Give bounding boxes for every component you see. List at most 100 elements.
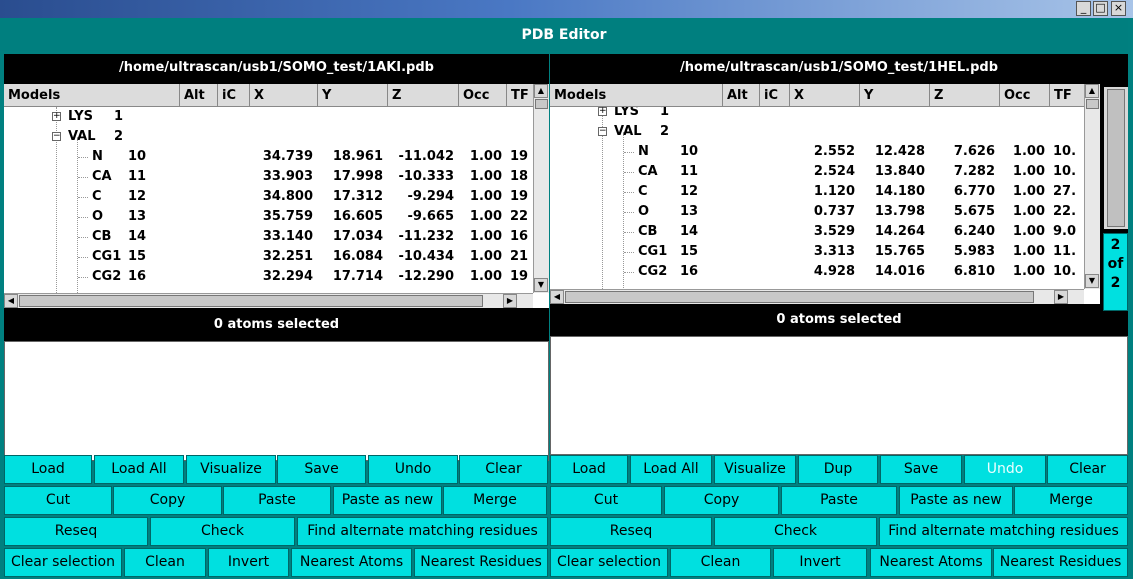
- right-atom-row[interactable]: CG2 16 4.928 14.016 6.810 1.00 10.: [550, 262, 1084, 282]
- side-scroll-thumb[interactable]: [1107, 89, 1125, 227]
- right-col-alt[interactable]: Alt: [723, 84, 760, 107]
- left-col-tf[interactable]: TF: [507, 84, 535, 107]
- right-residue-row[interactable]: − VAL 2: [550, 122, 1084, 142]
- left-col-alt[interactable]: Alt: [180, 84, 218, 107]
- right-nearest-atoms-button[interactable]: Nearest Atoms: [870, 548, 992, 577]
- right-col-models[interactable]: Models: [550, 84, 723, 107]
- left-atom-row[interactable]: CG1 15 32.251 16.084 -10.434 1.00 21: [4, 247, 533, 267]
- scroll-up-icon[interactable]: ▲: [534, 84, 548, 98]
- left-info-textarea[interactable]: [4, 341, 549, 461]
- right-atom-row[interactable]: N 10 2.552 12.428 7.626 1.00 10.: [550, 142, 1084, 162]
- left-atom-tree[interactable]: Models Alt iC X Y Z Occ TF + LYS 1 − VAL 2 N 10 34.739 18…: [4, 84, 549, 308]
- expand-icon[interactable]: +: [598, 107, 607, 116]
- right-clear-button[interactable]: Clear: [1047, 455, 1128, 484]
- right-hscroll-thumb[interactable]: [565, 291, 1034, 303]
- left-undo-button[interactable]: Undo: [368, 455, 458, 484]
- right-atom-row[interactable]: C 12 1.120 14.180 6.770 1.00 27.: [550, 182, 1084, 202]
- left-horizontal-scrollbar[interactable]: ◀ ▶: [4, 293, 533, 308]
- right-panel-side-scrollbar[interactable]: [1104, 87, 1128, 229]
- right-vertical-scrollbar[interactable]: ▲ ▼: [1084, 84, 1100, 289]
- left-col-ic[interactable]: iC: [218, 84, 250, 107]
- right-clear-selection-button[interactable]: Clear selection: [550, 548, 668, 577]
- left-col-x[interactable]: X: [250, 84, 318, 107]
- left-col-y[interactable]: Y: [318, 84, 388, 107]
- left-paste-button[interactable]: Paste: [223, 486, 331, 515]
- right-vscroll-thumb[interactable]: [1086, 99, 1099, 109]
- left-clean-button[interactable]: Clean: [124, 548, 206, 577]
- left-reseq-button[interactable]: Reseq: [4, 517, 148, 546]
- scroll-down-icon[interactable]: ▼: [534, 278, 548, 292]
- right-atom-row[interactable]: CA 11 2.524 13.840 7.282 1.00 10.: [550, 162, 1084, 182]
- left-copy-button[interactable]: Copy: [113, 486, 222, 515]
- right-check-button[interactable]: Check: [714, 517, 877, 546]
- expand-icon[interactable]: +: [52, 111, 61, 121]
- right-atom-row[interactable]: CG1 15 3.313 15.765 5.983 1.00 11.: [550, 242, 1084, 262]
- left-find-alternate-matching-residues-button[interactable]: Find alternate matching residues: [297, 517, 548, 546]
- right-undo-button[interactable]: Undo: [964, 455, 1046, 484]
- left-nearest-residues-button[interactable]: Nearest Residues: [414, 548, 548, 577]
- scroll-up-icon[interactable]: ▲: [1085, 84, 1099, 98]
- minimize-icon[interactable]: _: [1076, 1, 1091, 16]
- left-atom-row[interactable]: N 10 34.739 18.961 -11.042 1.00 19: [4, 147, 533, 167]
- scroll-left-icon[interactable]: ◀: [4, 294, 18, 308]
- right-cut-button[interactable]: Cut: [550, 486, 662, 515]
- right-save-button[interactable]: Save: [880, 455, 962, 484]
- right-horizontal-scrollbar[interactable]: ◀ ▶: [550, 289, 1084, 304]
- right-atom-row[interactable]: CB 14 3.529 14.264 6.240 1.00 9.0: [550, 222, 1084, 242]
- right-atom-tree[interactable]: Models Alt iC X Y Z Occ TF + LYS 1− VAL 2 N 10 2.552 12.…: [550, 84, 1100, 304]
- right-nearest-residues-button[interactable]: Nearest Residues: [993, 548, 1128, 577]
- left-col-occ[interactable]: Occ: [459, 84, 507, 107]
- left-atom-row[interactable]: CG2 16 32.294 17.714 -12.290 1.00 19: [4, 267, 533, 287]
- left-col-models[interactable]: Models: [4, 84, 180, 107]
- right-col-occ[interactable]: Occ: [1000, 84, 1050, 107]
- right-dup-button[interactable]: Dup: [798, 455, 878, 484]
- left-save-button[interactable]: Save: [277, 455, 366, 484]
- right-copy-button[interactable]: Copy: [664, 486, 779, 515]
- left-cut-button[interactable]: Cut: [4, 486, 112, 515]
- left-clear-button[interactable]: Clear: [459, 455, 548, 484]
- right-clean-button[interactable]: Clean: [670, 548, 771, 577]
- scroll-down-icon[interactable]: ▼: [1085, 274, 1099, 288]
- right-paste-button[interactable]: Paste: [781, 486, 897, 515]
- right-find-alternate-matching-residues-button[interactable]: Find alternate matching residues: [879, 517, 1128, 546]
- right-info-textarea[interactable]: [550, 336, 1128, 455]
- right-col-z[interactable]: Z: [930, 84, 1000, 107]
- right-atom-row[interactable]: O 13 0.737 13.798 5.675 1.00 22.: [550, 202, 1084, 222]
- right-load-all-button[interactable]: Load All: [630, 455, 712, 484]
- right-residue-row[interactable]: + LYS 1: [550, 107, 1084, 122]
- right-col-tf[interactable]: TF: [1050, 84, 1086, 107]
- left-atom-row[interactable]: C 12 34.800 17.312 -9.294 1.00 19: [4, 187, 533, 207]
- right-col-ic[interactable]: iC: [760, 84, 790, 107]
- left-load-all-button[interactable]: Load All: [94, 455, 184, 484]
- left-hscroll-thumb[interactable]: [19, 295, 483, 307]
- right-col-y[interactable]: Y: [860, 84, 930, 107]
- left-visualize-button[interactable]: Visualize: [186, 455, 276, 484]
- right-load-button[interactable]: Load: [550, 455, 628, 484]
- left-vertical-scrollbar[interactable]: ▲ ▼: [533, 84, 549, 293]
- left-check-button[interactable]: Check: [150, 517, 295, 546]
- left-nearest-atoms-button[interactable]: Nearest Atoms: [291, 548, 412, 577]
- right-col-x[interactable]: X: [790, 84, 860, 107]
- left-vscroll-thumb[interactable]: [535, 99, 548, 109]
- left-load-button[interactable]: Load: [4, 455, 92, 484]
- left-residue-row[interactable]: + LYS 1: [4, 107, 533, 127]
- right-paste-as-new-button[interactable]: Paste as new: [899, 486, 1013, 515]
- left-atom-row[interactable]: O 13 35.759 16.605 -9.665 1.00 22: [4, 207, 533, 227]
- scroll-right-icon[interactable]: ▶: [503, 294, 517, 308]
- right-visualize-button[interactable]: Visualize: [714, 455, 796, 484]
- collapse-icon[interactable]: −: [52, 131, 61, 141]
- left-atom-row[interactable]: CB 14 33.140 17.034 -11.232 1.00 16: [4, 227, 533, 247]
- close-icon[interactable]: ×: [1111, 1, 1126, 16]
- left-residue-row[interactable]: − VAL 2: [4, 127, 533, 147]
- left-col-z[interactable]: Z: [388, 84, 459, 107]
- right-reseq-button[interactable]: Reseq: [550, 517, 712, 546]
- left-clear-selection-button[interactable]: Clear selection: [4, 548, 122, 577]
- collapse-icon[interactable]: −: [598, 126, 607, 136]
- right-invert-button[interactable]: Invert: [773, 548, 867, 577]
- left-paste-as-new-button[interactable]: Paste as new: [333, 486, 442, 515]
- left-atom-row[interactable]: CA 11 33.903 17.998 -10.333 1.00 18: [4, 167, 533, 187]
- maximize-icon[interactable]: □: [1093, 1, 1108, 16]
- left-invert-button[interactable]: Invert: [208, 548, 289, 577]
- scroll-right-icon[interactable]: ▶: [1054, 290, 1068, 304]
- right-merge-button[interactable]: Merge: [1014, 486, 1128, 515]
